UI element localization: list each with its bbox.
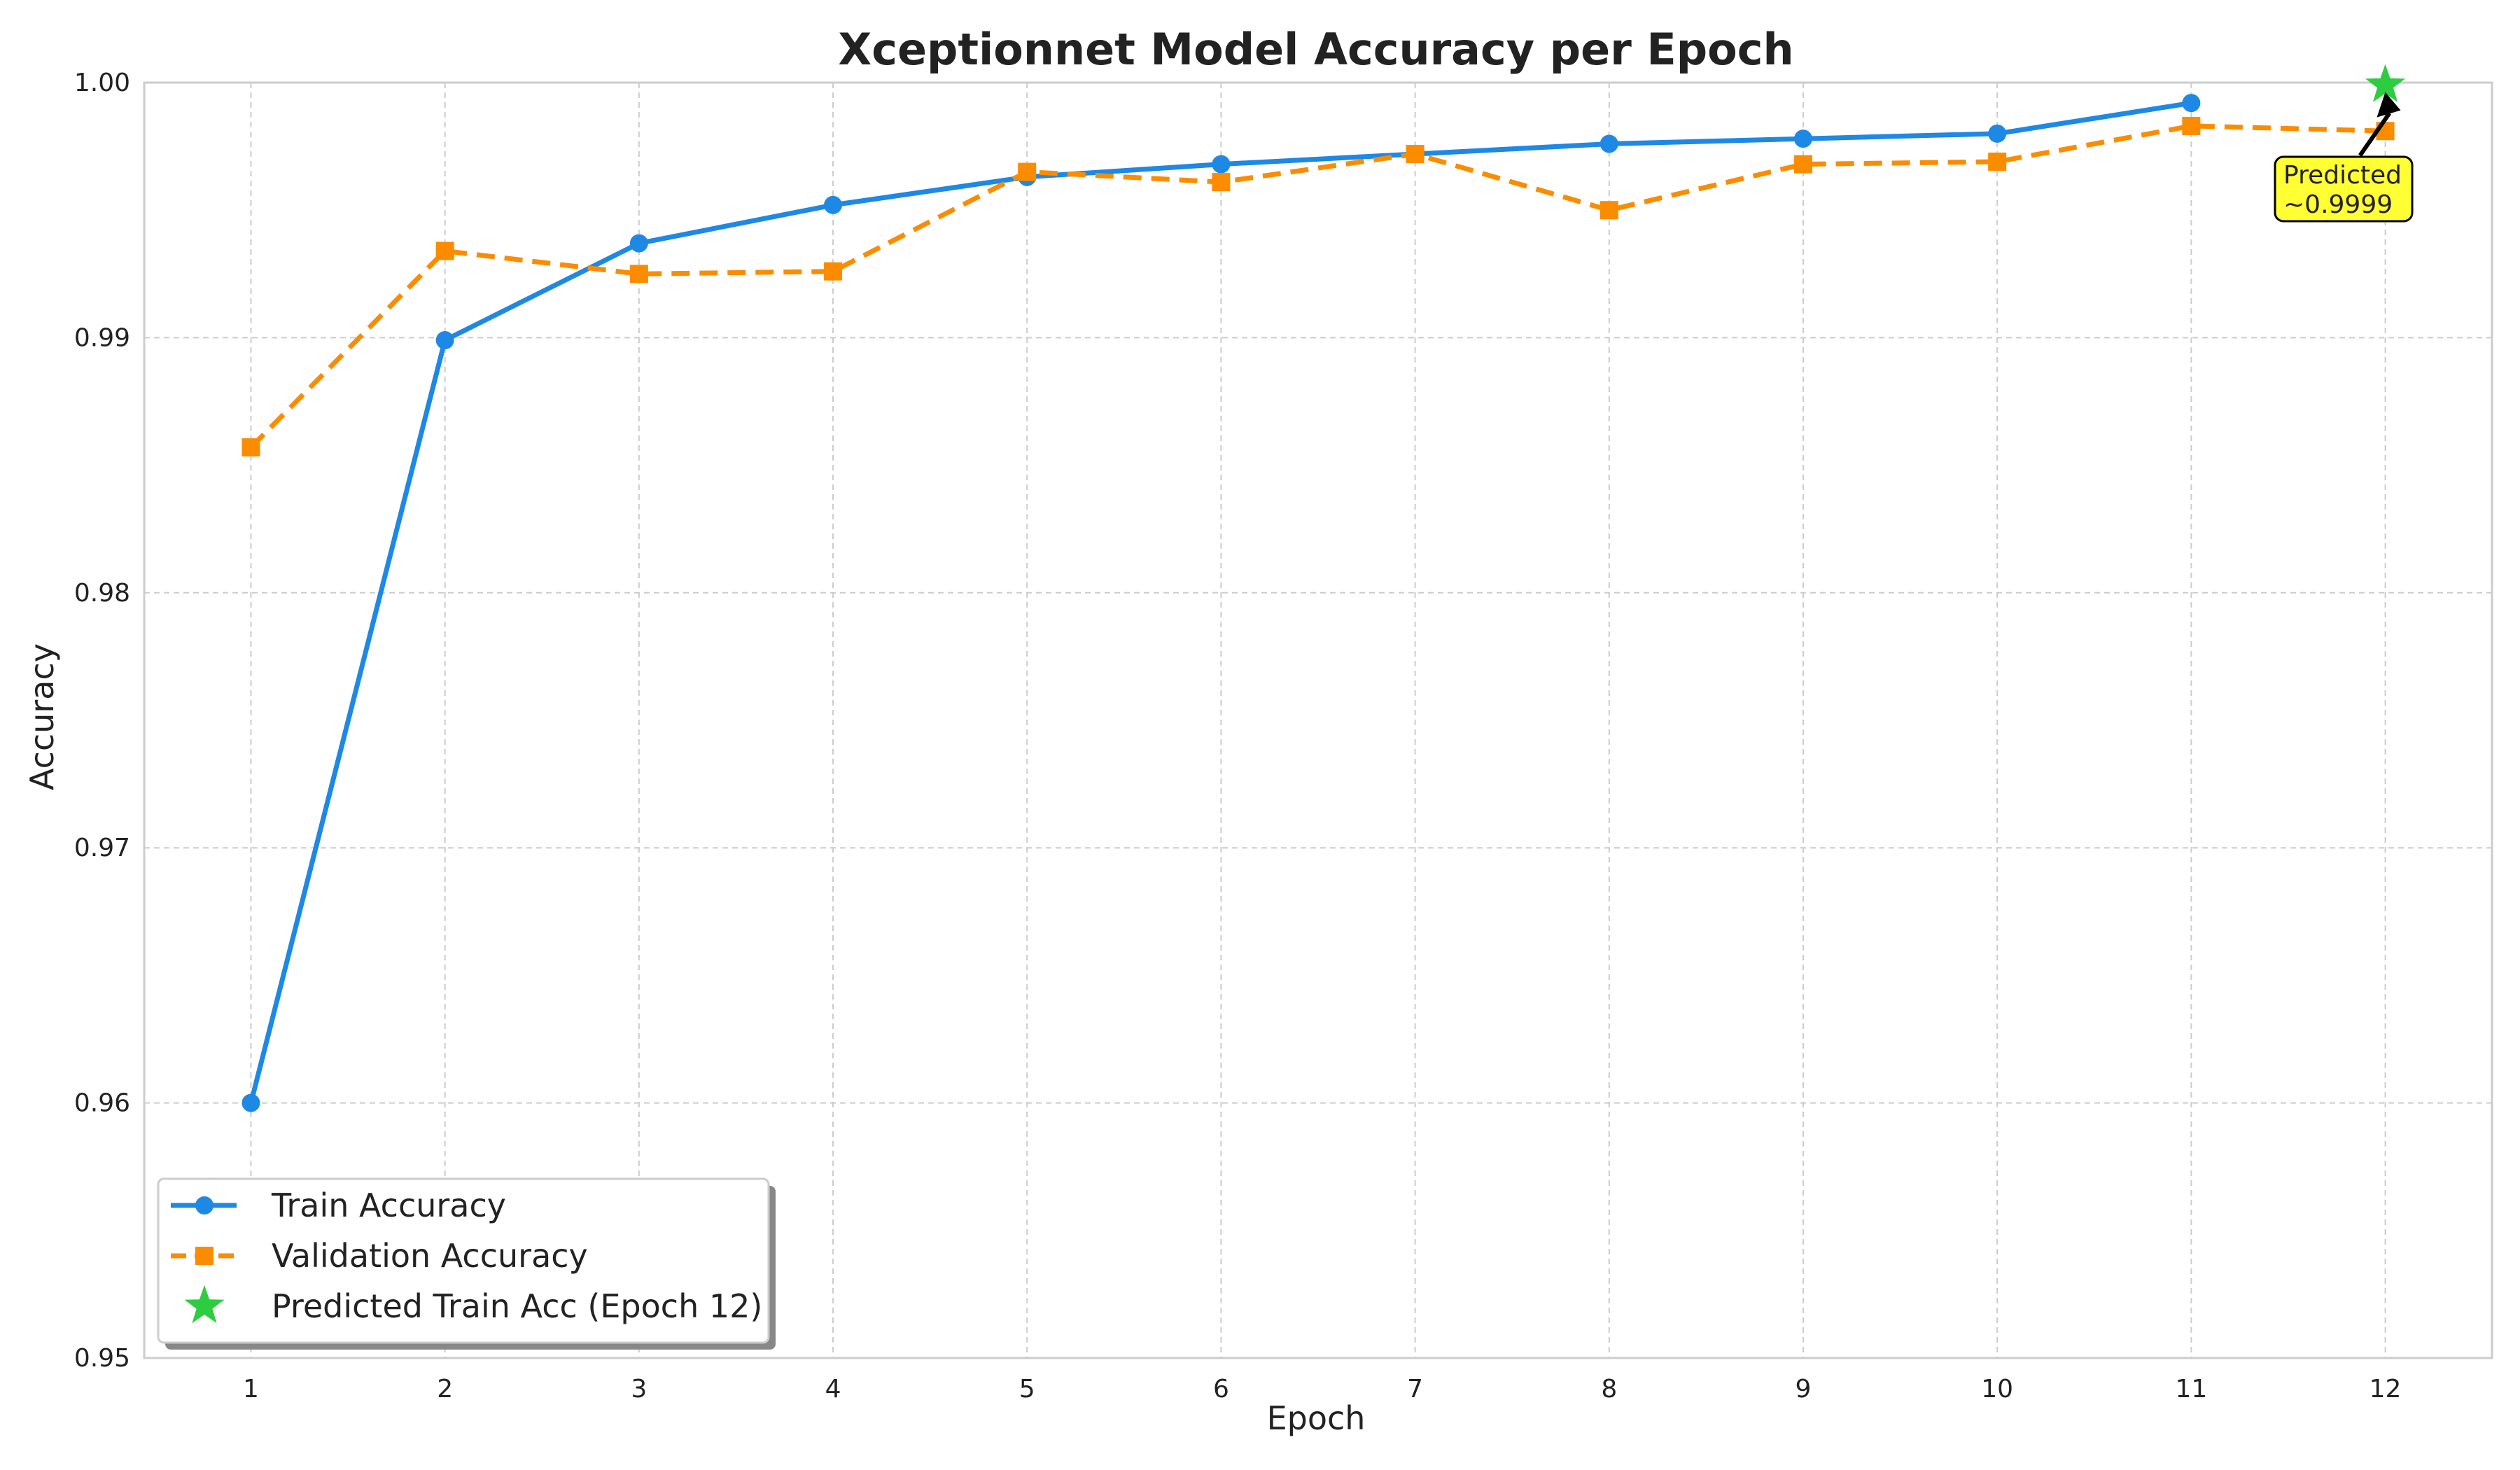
legend: Train Accuracy Validation Accuracy Predict… [157, 1177, 776, 1350]
x-tick-label: 4 [825, 1375, 841, 1404]
series-0 [241, 94, 2201, 1112]
y-tick-label: 0.99 [74, 323, 130, 352]
data-point [824, 195, 843, 214]
x-axis-ticks: 1 2 3 4 5 6 7 8 9 10 11 12 [243, 1375, 2401, 1404]
data-point [1212, 173, 1231, 192]
data-point [241, 1093, 260, 1112]
series-layer [241, 64, 2406, 1112]
x-tick-label: 9 [1795, 1375, 1812, 1404]
x-tick-label: 5 [1019, 1375, 1035, 1404]
y-tick-label: 0.95 [74, 1344, 130, 1373]
data-point [1793, 130, 1812, 148]
x-tick-label: 6 [1213, 1375, 1229, 1404]
data-point [1018, 162, 1037, 181]
plot-frame [143, 81, 2493, 1359]
y-tick-label: 1.00 [74, 69, 130, 97]
legend-entry-2: Predicted Train Acc (Epoch 12) [184, 1285, 762, 1325]
x-tick-label: 7 [1407, 1375, 1423, 1404]
data-point [435, 331, 454, 350]
data-point [629, 265, 648, 284]
data-point [1988, 124, 2007, 143]
x-tick-label: 2 [437, 1375, 453, 1404]
y-tick-label: 0.98 [74, 579, 130, 608]
series-1 [241, 116, 2395, 457]
legend-label: Train Accuracy [271, 1186, 506, 1224]
legend-label: Predicted Train Acc (Epoch 12) [272, 1287, 762, 1325]
grid-lines [144, 82, 2492, 1359]
series-2 [2365, 64, 2406, 102]
x-tick-label: 3 [631, 1375, 647, 1404]
annotation-text: ~0.9999 [2283, 190, 2393, 219]
legend-marker [195, 1247, 214, 1265]
data-point [1793, 155, 1812, 174]
data-point [1988, 152, 2007, 171]
x-tick-label: 8 [1601, 1375, 1617, 1404]
annotation-box [2274, 155, 2414, 223]
legend-label: Validation Accuracy [272, 1237, 588, 1275]
legend-entry-0: Train Accuracy [171, 1186, 506, 1224]
data-point [1406, 145, 1424, 164]
data-point [2365, 64, 2406, 102]
y-tick-label: 0.97 [74, 834, 130, 862]
legend-box [157, 1177, 770, 1344]
data-point [1600, 134, 1618, 153]
y-axis-label: Accuracy [23, 643, 61, 790]
legend-marker [184, 1285, 225, 1324]
data-point [824, 262, 843, 281]
legend-entry-1: Validation Accuracy [171, 1237, 588, 1275]
y-axis-ticks: 0.95 0.96 0.97 0.98 0.99 1.00 [74, 69, 130, 1373]
y-tick-label: 0.96 [74, 1089, 130, 1118]
data-point [241, 438, 260, 457]
x-tick-label: 10 [1981, 1375, 2013, 1404]
data-point [629, 234, 648, 253]
chart-title: Xceptionnet Model Accuracy per Epoch [838, 24, 1793, 75]
legend-marker [195, 1196, 214, 1214]
annotation-arrow-line [2358, 111, 2392, 157]
annotation-arrowhead [2376, 92, 2401, 118]
x-tick-label: 11 [2175, 1375, 2207, 1404]
x-tick-label: 12 [2370, 1375, 2402, 1404]
x-axis-label: Epoch [1267, 1399, 1366, 1437]
data-point [435, 241, 454, 260]
data-point [2182, 116, 2201, 135]
prediction-annotation: Predicted~0.9999 [2274, 92, 2414, 223]
data-point [1212, 155, 1231, 174]
x-tick-label: 1 [243, 1375, 259, 1404]
data-point [2182, 94, 2201, 113]
data-point [1600, 201, 1618, 220]
annotation-text: Predicted [2283, 161, 2402, 190]
